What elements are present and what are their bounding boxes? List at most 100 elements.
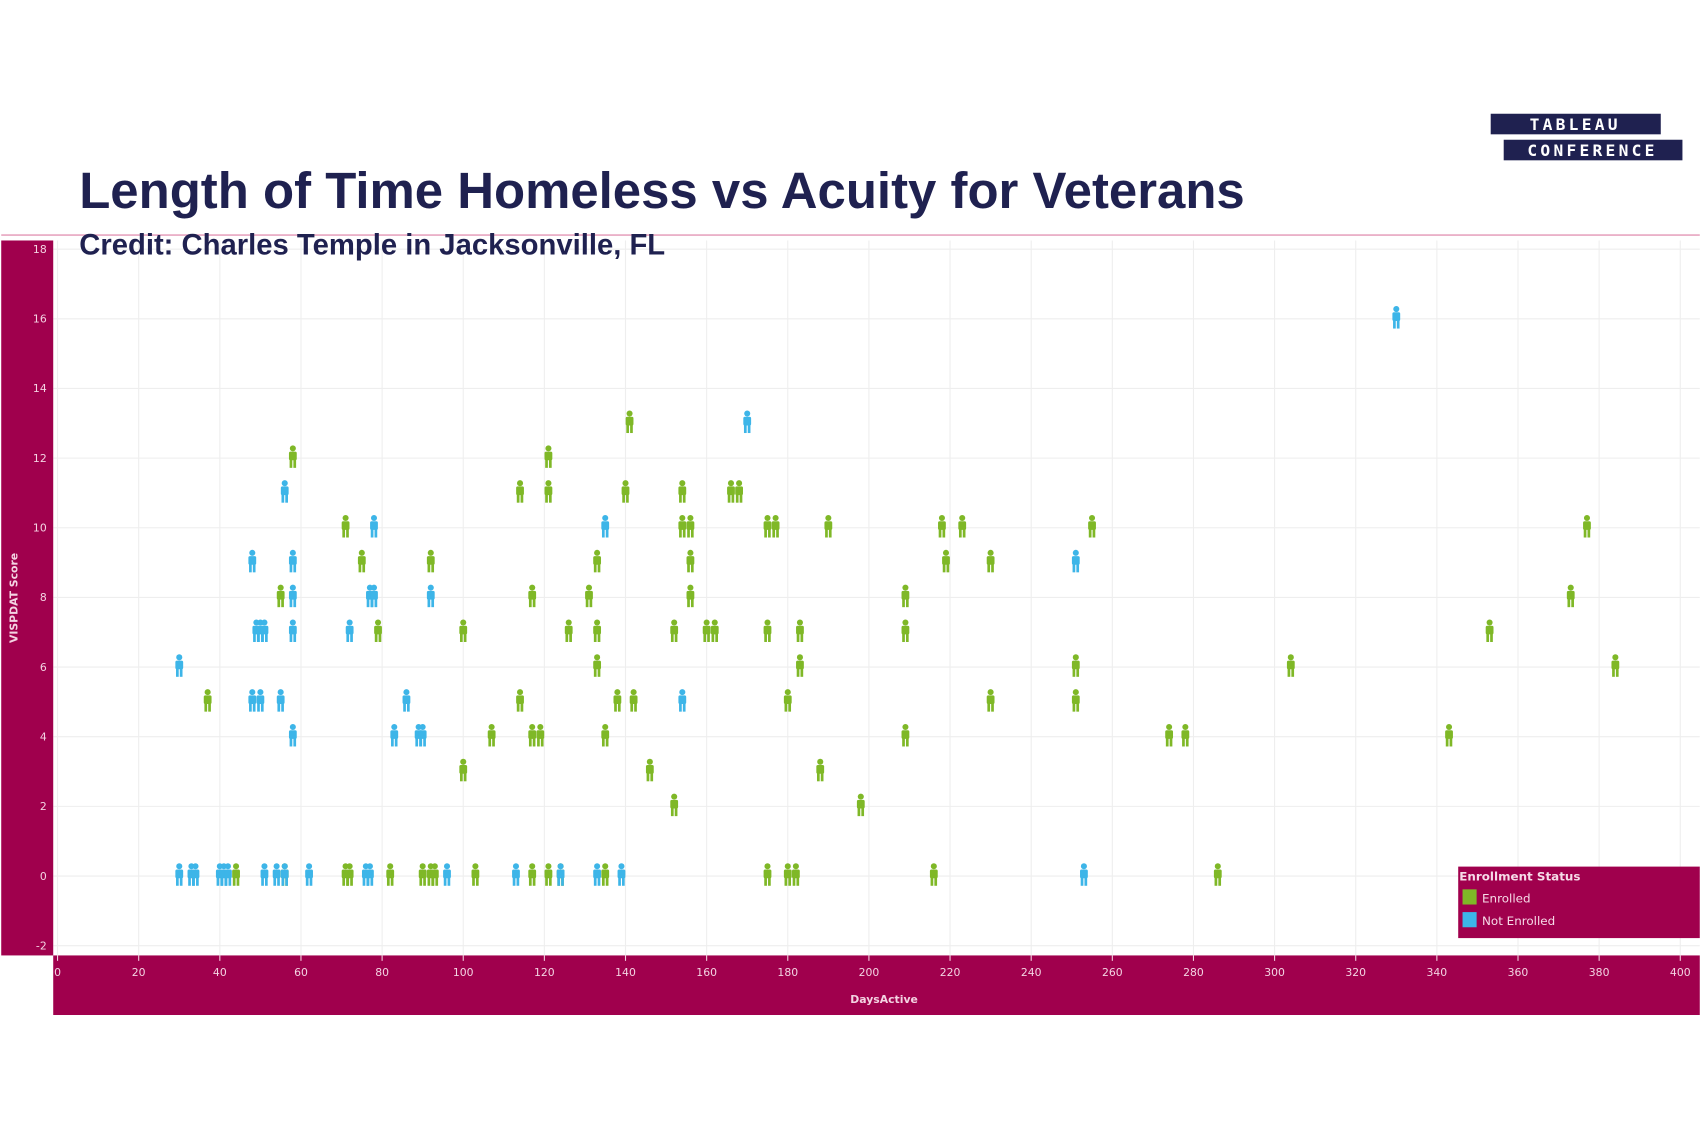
person-icon-point xyxy=(796,619,804,642)
credit-subtitle: Credit: Charles Temple in Jacksonville, … xyxy=(79,230,665,262)
x-tick-label: 320 xyxy=(1345,966,1366,979)
person-icon-point xyxy=(617,863,626,886)
person-icon-point xyxy=(901,723,910,747)
person-icon-point xyxy=(374,619,382,642)
y-axis-band xyxy=(1,240,54,956)
person-icon-point xyxy=(929,863,938,886)
gridlines xyxy=(53,240,1700,956)
y-tick-label: 12 xyxy=(33,452,47,465)
person-icon-point xyxy=(686,584,695,608)
person-icon-point xyxy=(516,480,524,503)
person-icon-point xyxy=(203,689,212,712)
person-icon-point xyxy=(901,584,910,608)
person-icon-point xyxy=(735,480,743,503)
y-tick-label: 8 xyxy=(40,591,47,604)
person-icon-point xyxy=(390,723,399,747)
person-icon-point xyxy=(1392,306,1401,329)
logo: TABLEAU CONFERENCE xyxy=(1490,113,1683,161)
x-tick-label: 260 xyxy=(1102,966,1123,979)
person-icon-point xyxy=(1071,654,1080,677)
person-icon-point xyxy=(370,514,378,538)
person-icon-point xyxy=(783,863,792,886)
person-icon-point xyxy=(629,689,638,712)
person-icon-point xyxy=(856,793,865,817)
person-icon-point xyxy=(593,549,602,573)
person-icon-point xyxy=(621,480,630,503)
person-icon-point xyxy=(686,549,695,573)
person-icon-point xyxy=(556,863,565,886)
y-axis-label: VISPDAT Score xyxy=(7,553,20,643)
person-icon-point xyxy=(232,863,240,886)
person-icon-point xyxy=(175,863,184,886)
person-icon-point xyxy=(1165,723,1174,747)
person-icon-point xyxy=(418,863,427,886)
x-tick-label: 40 xyxy=(213,966,227,979)
person-icon-point xyxy=(816,758,825,782)
person-icon-point xyxy=(593,654,602,677)
x-axis-band xyxy=(53,955,1700,1016)
person-icon-point xyxy=(386,863,395,886)
x-tick-label: 220 xyxy=(940,966,961,979)
person-icon-point xyxy=(260,619,269,642)
person-icon-point xyxy=(796,654,804,677)
x-axis-label: DaysActive xyxy=(850,993,918,1006)
person-icon-point xyxy=(1286,654,1295,677)
person-icon-point xyxy=(341,514,350,538)
person-icon-point xyxy=(288,445,297,468)
person-icon-point xyxy=(471,863,480,886)
person-icon-point xyxy=(942,549,950,573)
y-tick-label: 16 xyxy=(33,313,47,326)
x-tick-label: 340 xyxy=(1427,966,1448,979)
person-icon-point xyxy=(280,480,289,503)
person-icon-point xyxy=(487,723,496,747)
person-icon-point xyxy=(260,863,269,886)
person-icon-point xyxy=(938,514,946,538)
person-icon-point xyxy=(1080,863,1088,886)
x-tick-label: 140 xyxy=(615,966,636,979)
person-icon-point xyxy=(710,619,719,642)
person-icon-point xyxy=(1485,619,1494,642)
person-icon-point xyxy=(678,689,687,712)
person-icon-point xyxy=(1445,723,1453,747)
y-tick-label: 18 xyxy=(33,243,47,256)
person-icon-point xyxy=(743,410,752,434)
person-icon-point xyxy=(256,689,265,712)
person-icon-point xyxy=(613,689,622,712)
x-tick-label: 160 xyxy=(696,966,717,979)
person-icon-point xyxy=(224,863,232,886)
logo-line2: CONFERENCE xyxy=(1527,141,1657,160)
person-icon-point xyxy=(459,619,468,642)
x-tick-label: 120 xyxy=(534,966,555,979)
person-icon-point xyxy=(670,793,679,817)
person-icon-point xyxy=(1088,514,1096,538)
y-tick-label: 6 xyxy=(40,661,47,674)
person-icon-point xyxy=(512,863,520,886)
person-icon-point xyxy=(345,863,354,886)
person-icon-point xyxy=(986,549,995,573)
y-tick-label: 2 xyxy=(40,800,47,813)
person-icon-point xyxy=(345,619,354,642)
person-icon-point xyxy=(702,619,711,642)
x-tick-label: 180 xyxy=(777,966,798,979)
x-tick-label: 80 xyxy=(375,966,389,979)
person-icon-point xyxy=(686,514,695,538)
x-tick-label: 20 xyxy=(132,966,146,979)
person-icon-point xyxy=(288,619,297,642)
person-icon-point xyxy=(601,723,610,747)
person-icon-point xyxy=(824,514,833,538)
person-icon-point xyxy=(280,863,289,886)
data-points xyxy=(175,306,1620,886)
person-icon-point xyxy=(763,863,772,886)
x-tick-label: 60 xyxy=(294,966,308,979)
x-tick-label: 380 xyxy=(1589,966,1610,979)
person-icon-point xyxy=(791,863,800,886)
x-tick-label: 100 xyxy=(453,966,474,979)
person-icon-point xyxy=(248,549,257,573)
person-icon-point xyxy=(1213,863,1222,886)
x-tick-label: 200 xyxy=(859,966,880,979)
person-icon-point xyxy=(305,863,313,886)
person-icon-point xyxy=(763,619,772,642)
person-icon-point xyxy=(276,584,285,608)
legend-label-enrolled: Enrolled xyxy=(1482,891,1531,905)
person-icon-point xyxy=(670,619,679,642)
